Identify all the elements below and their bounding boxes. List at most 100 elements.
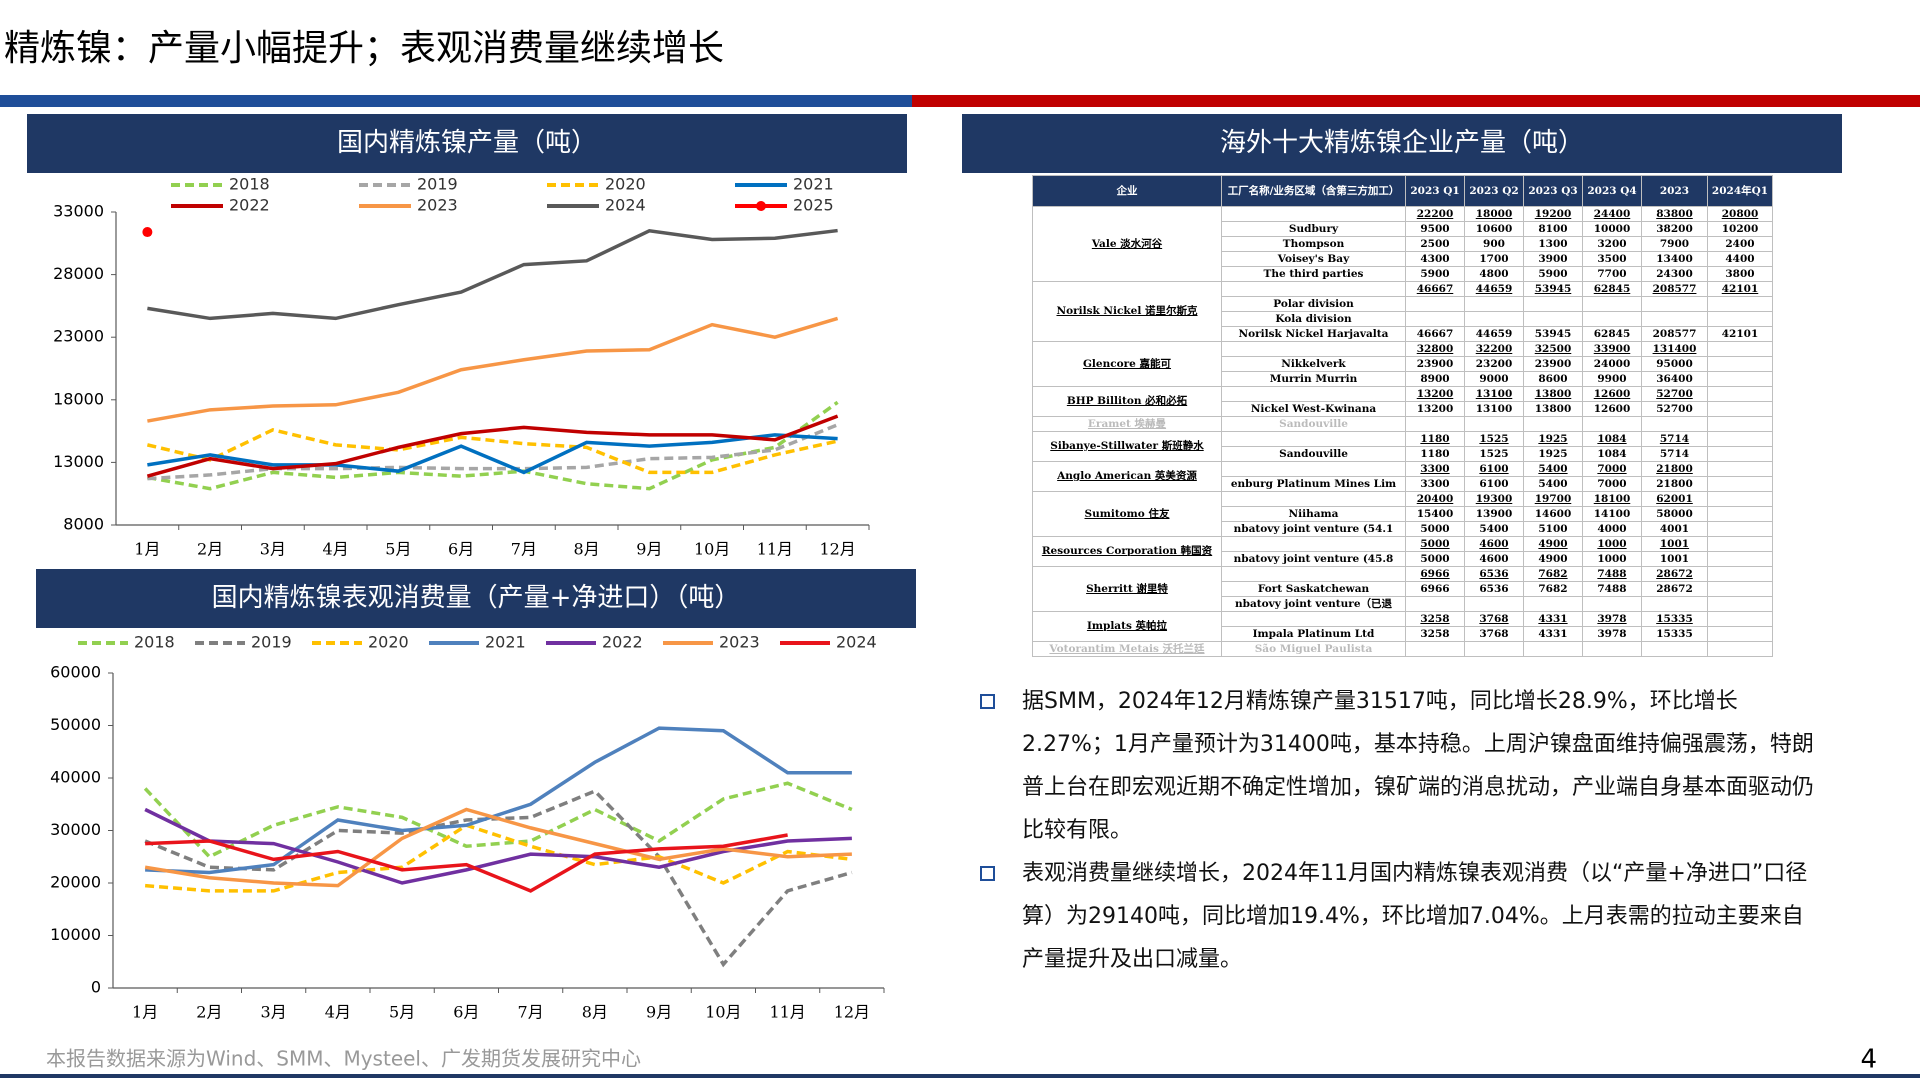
chart-header	[27, 114, 907, 173]
value-cell	[1405, 641, 1465, 657]
value-cell: 131400	[1641, 341, 1708, 357]
plant-cell: nbatovy joint venture (54.1	[1221, 521, 1406, 537]
value-cell: 19300	[1464, 491, 1524, 507]
company-cell: Vale 淡水河谷	[1032, 206, 1222, 282]
company-cell: Implats 英帕拉	[1032, 611, 1222, 642]
value-cell	[1582, 296, 1642, 312]
value-cell: 6536	[1464, 581, 1524, 597]
table-row: Sudbury 9500 10600 8100 10000 38200 10200	[1033, 221, 1773, 237]
value-cell: 6966	[1405, 581, 1465, 597]
value-cell: 5900	[1523, 266, 1583, 282]
value-cell	[1707, 476, 1773, 492]
legend-label: 2021	[485, 633, 526, 652]
value-cell: 83800	[1641, 206, 1708, 222]
plant-cell: Polar division	[1221, 296, 1406, 312]
value-cell: 18100	[1582, 491, 1642, 507]
series-line	[147, 433, 838, 475]
plant-cell: Sandouville	[1221, 446, 1406, 462]
table-row: Norilsk Nickel Harjavalta 46667 44659 53945…	[1033, 326, 1773, 342]
value-cell: 5714	[1641, 431, 1708, 447]
x-tick-label: 11月	[769, 1003, 805, 1022]
x-tick-label: 1月	[132, 1003, 158, 1022]
plant-cell: enburg Platinum Mines Lim	[1221, 476, 1406, 492]
value-cell: 58000	[1641, 506, 1708, 522]
y-tick-label: 10000	[50, 925, 101, 944]
value-cell: 5714	[1641, 446, 1708, 462]
legend-label: 2025	[793, 196, 834, 215]
bullet-text: 据SMM，2024年12月精炼镍产量31517吨，同比增长28.9%，环比增长2…	[1022, 689, 1815, 843]
page-number: 4	[1860, 1045, 1877, 1075]
plant-cell: Impala Platinum Ltd	[1221, 626, 1406, 642]
legend-label: 2023	[719, 633, 760, 652]
plant-cell	[1221, 341, 1406, 357]
value-cell: 1000	[1582, 551, 1642, 567]
value-cell: 4300	[1405, 251, 1465, 267]
value-cell: 1000	[1582, 536, 1642, 552]
value-cell	[1464, 596, 1524, 612]
value-cell: 4400	[1707, 251, 1773, 267]
x-tick-label: 2月	[197, 540, 223, 559]
table-row: Anglo American 英美资源 3300 6100 5400 7000 21800	[1032, 461, 1773, 492]
value-cell: 13200	[1405, 386, 1465, 402]
header-row: 企业 工厂名称/业务区域（含第三方加工） 2023 Q1 2023 Q2 2023 Q3…	[1032, 175, 1773, 207]
company-cell: Resources Corporation 韩国资	[1032, 536, 1222, 567]
value-cell	[1707, 401, 1773, 417]
value-cell: 52700	[1641, 386, 1708, 402]
value-cell	[1707, 341, 1773, 357]
value-cell: 1925	[1523, 446, 1583, 462]
value-cell: 7682	[1523, 581, 1583, 597]
table-row: nbatovy joint venture (54.1 5000 5400 5100 4…	[1033, 521, 1773, 537]
table-row: Norilsk Nickel 诺里尔斯克 46667 44659 53945 62845…	[1032, 281, 1773, 342]
table-row: nbatovy joint venture（已退	[1033, 596, 1773, 612]
header-cell: 2023	[1641, 175, 1708, 207]
value-cell	[1707, 551, 1773, 567]
value-cell: 19200	[1523, 206, 1583, 222]
value-cell: 18000	[1464, 206, 1524, 222]
value-cell	[1707, 536, 1773, 552]
x-tick-label: 9月	[636, 540, 662, 559]
value-cell: 2500	[1405, 236, 1465, 252]
value-cell	[1641, 296, 1708, 312]
x-tick-label: 12月	[834, 1003, 870, 1022]
plant-cell: nbatovy joint venture（已退	[1221, 596, 1406, 612]
company-cell: Sherritt 谢里特	[1032, 566, 1222, 612]
value-cell: 4001	[1641, 521, 1708, 537]
plant-cell	[1221, 491, 1406, 507]
bullet-icon	[980, 866, 995, 881]
value-cell: 15400	[1405, 506, 1465, 522]
value-cell	[1523, 296, 1583, 312]
top-bar-red	[912, 95, 1920, 107]
y-tick-label: 50000	[50, 715, 101, 734]
value-cell: 7700	[1582, 266, 1642, 282]
plant-cell: São Miguel Paulista	[1221, 641, 1406, 657]
value-cell: 7000	[1582, 476, 1642, 492]
value-cell: 6100	[1464, 461, 1524, 477]
x-tick-label: 7月	[518, 1003, 544, 1022]
value-cell: 4000	[1582, 521, 1642, 537]
bullets: 据SMM，2024年12月精炼镍产量31517吨，同比增长28.9%，环比增长2…	[980, 680, 1822, 981]
company-cell: Anglo American 英美资源	[1032, 461, 1222, 492]
value-cell: 1300	[1523, 236, 1583, 252]
y-tick-label: 33000	[53, 202, 104, 221]
series-line	[144, 823, 853, 893]
header-cell: 2024年Q1	[1707, 175, 1773, 207]
header-cell: 2023 Q3	[1523, 175, 1583, 207]
value-cell: 6536	[1464, 566, 1524, 582]
value-cell: 52700	[1641, 401, 1708, 417]
company-cell: Sibanye-Stillwater 斯班静水	[1032, 431, 1222, 462]
value-cell: 9000	[1464, 371, 1524, 387]
table-row: Eramet 埃赫曼 Sandouville	[1032, 416, 1773, 432]
x-tick-label: 5月	[385, 540, 411, 559]
value-cell	[1707, 311, 1773, 327]
value-cell: 3978	[1582, 611, 1642, 627]
table-title: 海外十大精炼镍企业产量（吨）	[1220, 128, 1584, 158]
y-tick-label: 0	[91, 978, 101, 997]
chart-title: 国内精炼镍表观消费量（产量+净进口）（吨）	[212, 583, 741, 613]
value-cell: 5400	[1464, 521, 1524, 537]
x-tick-label: 8月	[574, 540, 600, 559]
value-cell: 24400	[1582, 206, 1642, 222]
value-cell: 21800	[1641, 461, 1708, 477]
plant-cell	[1221, 281, 1406, 297]
y-tick-label: 20000	[50, 873, 101, 892]
x-tick-label: 12月	[819, 540, 855, 559]
